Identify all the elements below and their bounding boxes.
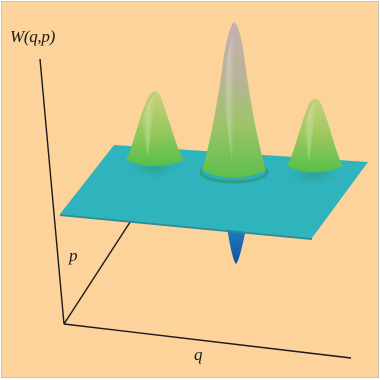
central-peak-highlight: [224, 28, 235, 162]
w-axis: [39, 58, 65, 325]
right-peak: [287, 98, 343, 172]
p-axis-label: p: [69, 246, 78, 265]
plane-edge: [60, 214, 312, 240]
q-axis-label: q: [194, 345, 203, 364]
right-peak-highlight: [304, 101, 316, 162]
q-axis: [63, 323, 352, 359]
left-peak: [126, 91, 184, 166]
left-peak-highlight: [142, 95, 155, 157]
central-peak: [202, 22, 266, 178]
p-axis: [63, 215, 135, 325]
w-axis-label: W(q,p): [10, 27, 55, 46]
axes: [39, 58, 352, 359]
